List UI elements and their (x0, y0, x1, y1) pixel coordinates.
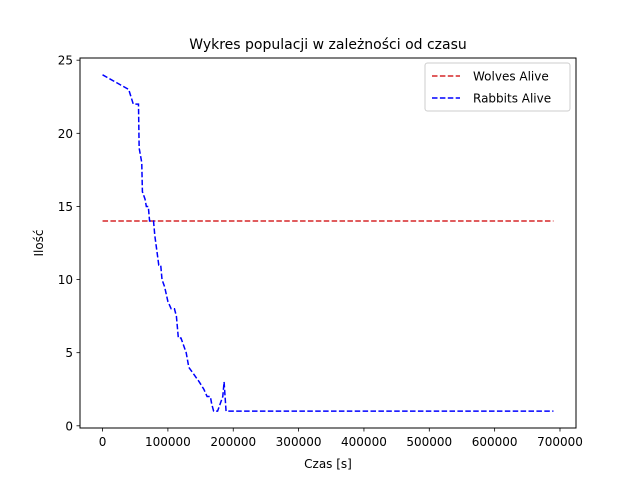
legend: Wolves Alive Rabbits Alive (424, 62, 571, 112)
x-axis-label: Czas [s] (304, 457, 352, 471)
y-tick-label: 25 (58, 54, 73, 68)
x-tick-label: 200000 (210, 435, 256, 449)
x-tick-label: 400000 (341, 435, 387, 449)
x-tick-label: 0 (99, 435, 107, 449)
y-tick-label: 0 (65, 419, 73, 433)
y-tick-label: 15 (58, 200, 73, 214)
chart-title: Wykres populacji w zależności od czasu (189, 37, 467, 53)
x-tick-label: 600000 (472, 435, 518, 449)
legend-box (424, 62, 571, 112)
y-axis: 0 5 10 15 20 25 (58, 54, 80, 433)
x-tick-label: 500000 (406, 435, 452, 449)
plot-area (102, 74, 554, 412)
legend-label-1: Rabbits Alive (473, 92, 551, 106)
y-tick-label: 20 (58, 127, 73, 141)
legend-label-0: Wolves Alive (473, 70, 549, 84)
y-tick-label: 10 (58, 273, 73, 287)
y-tick-label: 5 (65, 346, 73, 360)
y-axis-label: Ilość (32, 229, 46, 256)
series-line-1 (102, 74, 554, 412)
axes-frame (79, 57, 577, 429)
x-tick-label: 700000 (537, 435, 583, 449)
x-axis: 0 100000 200000 300000 400000 500000 600000 700… (99, 428, 583, 449)
x-tick-label: 100000 (145, 435, 191, 449)
x-tick-label: 300000 (276, 435, 322, 449)
